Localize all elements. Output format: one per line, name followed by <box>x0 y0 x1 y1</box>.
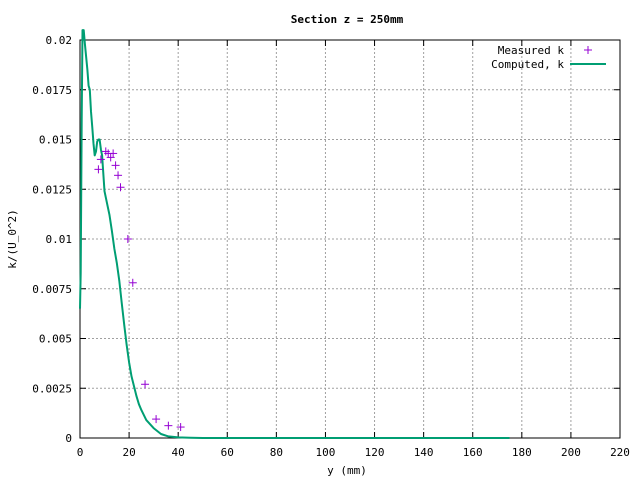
measured-k-point <box>116 183 125 192</box>
x-tick-label: 100 <box>316 446 336 459</box>
grid <box>80 40 620 438</box>
x-tick-label: 140 <box>414 446 434 459</box>
measured-k-point <box>152 415 161 424</box>
y-tick-label: 0 <box>65 432 72 445</box>
measured-k-point <box>176 423 185 432</box>
measured-k-point <box>141 380 150 389</box>
x-tick-label: 200 <box>561 446 581 459</box>
series <box>79 29 510 439</box>
measured-k-point <box>114 171 123 180</box>
x-tick-label: 60 <box>221 446 234 459</box>
x-axis-label: y (mm) <box>327 464 367 477</box>
x-tick-label: 120 <box>365 446 385 459</box>
measured-k-point <box>111 161 120 170</box>
x-tick-label: 40 <box>172 446 185 459</box>
y-tick-label: 0.02 <box>46 34 73 47</box>
x-tick-label: 180 <box>512 446 532 459</box>
y-axis-label: k/(U_0^2) <box>6 209 19 269</box>
legend: Measured k Computed, k <box>491 44 606 71</box>
y-tick-label: 0.0175 <box>32 84 72 97</box>
measured-k-point <box>123 235 132 243</box>
legend-label-measured: Measured k <box>498 44 565 57</box>
computed-k-line <box>79 29 510 439</box>
y-tick-label: 0.0125 <box>32 183 72 196</box>
x-tick-label: 220 <box>610 446 630 459</box>
legend-marker-measured <box>584 46 592 54</box>
measured-k-point <box>94 165 103 174</box>
x-tick-label: 160 <box>463 446 483 459</box>
x-tick-label: 0 <box>77 446 84 459</box>
measured-k-point <box>96 155 105 164</box>
chart-title: Section z = 250mm <box>291 13 404 26</box>
x-tick-label: 80 <box>270 446 283 459</box>
axis-ticks: 0 20 40 60 80 100 120 140 160 180 200 220 0 0.0025 0.0… <box>32 34 630 459</box>
measured-k-point <box>164 421 173 430</box>
y-tick-label: 0.01 <box>46 233 73 246</box>
y-tick-label: 0.005 <box>39 333 72 346</box>
measured-k-point <box>109 149 118 158</box>
measured-k-point <box>128 278 137 287</box>
y-tick-label: 0.0075 <box>32 283 72 296</box>
y-tick-label: 0.015 <box>39 134 72 147</box>
y-tick-label: 0.0025 <box>32 382 72 395</box>
x-tick-label: 20 <box>122 446 135 459</box>
legend-label-computed: Computed, k <box>491 58 564 71</box>
